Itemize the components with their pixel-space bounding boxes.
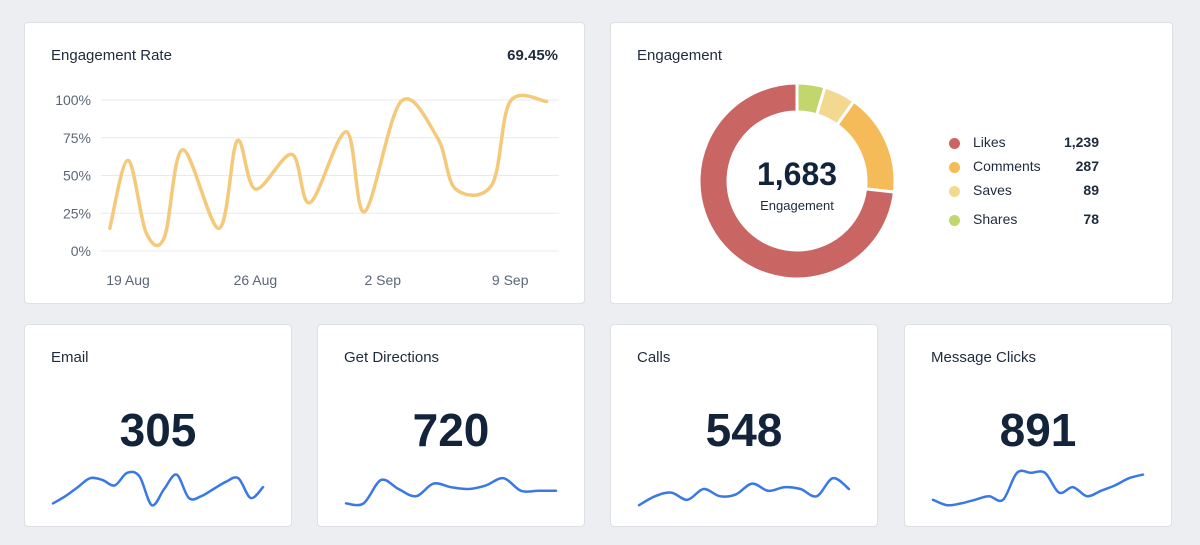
donut-total-label: Engagement bbox=[760, 198, 834, 213]
sparkline bbox=[344, 476, 558, 507]
sparkline-path bbox=[344, 476, 558, 507]
donut-total: 1,683 bbox=[756, 156, 838, 192]
sparkline-path bbox=[931, 469, 1145, 507]
sparkline bbox=[637, 476, 851, 507]
legend-label: Comments bbox=[973, 158, 1041, 174]
legend-dot bbox=[949, 138, 960, 149]
sparkline-path bbox=[637, 476, 851, 507]
card-title: Email bbox=[51, 349, 89, 366]
y-tick-label: 50% bbox=[63, 168, 91, 184]
engagement-card: Engagement 1,683 Engagement Likes 1,239 Co… bbox=[610, 22, 1173, 304]
legend-value: 78 bbox=[1083, 211, 1099, 227]
card-title: Calls bbox=[637, 349, 671, 366]
metric-value: 548 bbox=[705, 404, 783, 456]
legend-label: Likes bbox=[973, 134, 1006, 150]
metric-value: 305 bbox=[119, 404, 197, 456]
engagement-rate-card: Engagement Rate 69.45% 100% 75% 50% 25% 0% 19… bbox=[24, 22, 585, 304]
metric-value: 720 bbox=[412, 404, 490, 456]
legend-value: 287 bbox=[1075, 158, 1099, 174]
sparkline bbox=[931, 469, 1145, 507]
engagement-donut-chart bbox=[697, 81, 897, 281]
metric-value: 891 bbox=[999, 404, 1077, 456]
legend-value: 89 bbox=[1083, 182, 1099, 198]
card-title: Engagement bbox=[637, 47, 723, 64]
legend-dot bbox=[949, 215, 960, 226]
legend-dot bbox=[949, 186, 960, 197]
legend-label: Shares bbox=[973, 211, 1018, 227]
y-tick-label: 0% bbox=[71, 243, 91, 259]
card-title: Engagement Rate bbox=[51, 47, 172, 64]
legend-dot bbox=[949, 162, 960, 173]
metric-card-message-clicks: Message Clicks 891 bbox=[904, 324, 1172, 527]
y-tick-label: 75% bbox=[63, 130, 91, 146]
x-tick-label: 26 Aug bbox=[234, 272, 278, 288]
legend-value: 1,239 bbox=[1063, 134, 1099, 150]
metric-card-get-directions: Get Directions 720 bbox=[317, 324, 585, 527]
metric-card-email: Email 305 bbox=[24, 324, 292, 527]
legend-label: Saves bbox=[973, 182, 1012, 198]
sparkline-path bbox=[51, 470, 265, 507]
engagement-rate-chart: 100% 75% 50% 25% 0% 19 Aug 26 Aug 2 Sep 9 Sep bbox=[55, 92, 559, 288]
y-tick-label: 100% bbox=[55, 92, 91, 108]
x-tick-label: 9 Sep bbox=[492, 272, 529, 288]
card-title: Message Clicks bbox=[931, 349, 1037, 366]
y-tick-label: 25% bbox=[63, 205, 91, 221]
series-line bbox=[108, 93, 549, 248]
sparkline bbox=[51, 470, 265, 507]
x-tick-label: 2 Sep bbox=[365, 272, 402, 288]
metric-card-calls: Calls 548 bbox=[610, 324, 878, 527]
card-title: Get Directions bbox=[344, 349, 440, 366]
donut-slice-likes bbox=[697, 81, 897, 281]
x-tick-label: 19 Aug bbox=[106, 272, 150, 288]
engagement-rate-value: 69.45% bbox=[507, 47, 558, 64]
